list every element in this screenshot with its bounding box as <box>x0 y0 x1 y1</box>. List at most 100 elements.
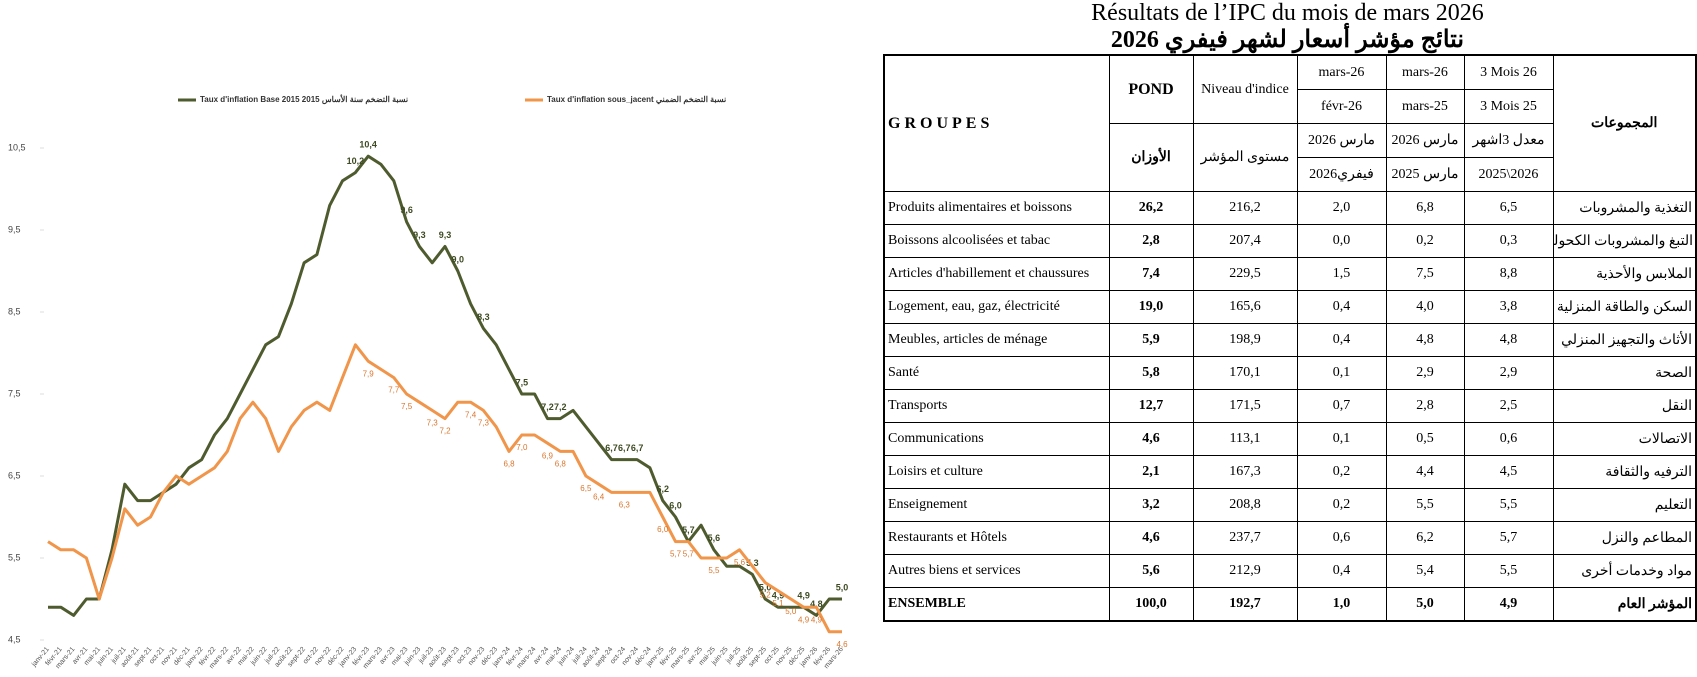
table-value: 5,0 <box>1385 587 1465 622</box>
header-period: 3 Mois 25 <box>1463 89 1554 124</box>
data-label: 4,9 <box>772 591 785 601</box>
series-line <box>48 154 842 617</box>
data-label: 6,5 <box>580 484 592 493</box>
group-name-ar: التعليم <box>1552 488 1697 522</box>
table-value: 229,5 <box>1192 257 1298 291</box>
header-period-ar: مارس 2026 <box>1385 123 1465 158</box>
chart: 4,55,56,57,58,59,510,5janv-21févr-21mars… <box>8 93 849 670</box>
data-label: 7,5 <box>516 377 529 387</box>
data-label: 7,0 <box>516 443 528 452</box>
group-name-ar: الصحة <box>1552 356 1697 390</box>
table-value: 0,1 <box>1296 356 1387 390</box>
table-value: 2,1 <box>1108 455 1194 489</box>
table-value: 0,4 <box>1296 554 1387 588</box>
table-value: 4,8 <box>1463 323 1554 357</box>
table-value: 1,0 <box>1296 587 1387 622</box>
header-period: 3 Mois 26 <box>1463 54 1554 90</box>
group-name: Loisirs et culture <box>883 455 1110 489</box>
data-label: 4,9 <box>798 615 810 624</box>
group-name-ar: السكن والطاقة المنزلية <box>1552 290 1697 324</box>
table-value: 207,4 <box>1192 224 1298 258</box>
table-value: 5,7 <box>1463 521 1554 555</box>
y-tick-label: 10,5 <box>8 142 26 152</box>
table-value: 3,8 <box>1463 290 1554 324</box>
group-name: Santé <box>883 356 1110 390</box>
table-panel: Résultats de l’IPC du mois de mars 2026 … <box>880 0 1697 622</box>
group-name-ar: النقل <box>1552 389 1697 423</box>
table-value: 2,9 <box>1463 356 1554 390</box>
table-value: 2,8 <box>1108 224 1194 258</box>
data-label: 5,6 <box>708 533 721 543</box>
series-line <box>47 343 842 634</box>
table-value: 4,5 <box>1463 455 1554 489</box>
data-label: 7,7 <box>388 386 400 395</box>
group-name: Autres biens et services <box>883 554 1110 588</box>
table-value: 19,0 <box>1108 290 1194 324</box>
table-row: Meubles, articles de ménage 5,9 198,9 0,4 4,… <box>883 323 1697 357</box>
table-value: 2,0 <box>1296 191 1387 225</box>
table-row: GROUPES POND Niveau d'indice mars-26 mars-26… <box>883 54 1697 192</box>
table-row: الأوزان مستوى المؤشر مارس 2026 مارس 2026 معد… <box>884 123 1696 192</box>
data-label: 4,6 <box>836 640 848 649</box>
data-label: 9,6 <box>400 205 413 215</box>
table-value: 4,6 <box>1108 422 1194 456</box>
group-name-ar: الترفيه والثقافة <box>1552 455 1697 489</box>
table-value: 212,9 <box>1192 554 1298 588</box>
data-label: 6,0 <box>657 525 669 534</box>
data-label: 5,7 <box>670 550 682 559</box>
table-value: 0,0 <box>1296 224 1387 258</box>
y-tick-label: 7,5 <box>8 388 21 398</box>
data-label: 5,3 <box>746 558 759 568</box>
table-value: 0,4 <box>1296 323 1387 357</box>
table-value: 170,1 <box>1192 356 1298 390</box>
table-value: 113,1 <box>1192 422 1298 456</box>
table-value: 1,5 <box>1296 257 1387 291</box>
data-label: 6,7 <box>631 443 644 453</box>
table-value: 5,5 <box>1463 488 1554 522</box>
header-period-ar: فيفري2026 <box>1296 157 1387 192</box>
data-label: 5,2 <box>760 591 772 600</box>
data-label: 7,5 <box>401 402 413 411</box>
table-row: Logement, eau, gaz, électricité 19,0 165,6… <box>883 290 1697 324</box>
data-label: 5,0 <box>759 582 772 592</box>
data-label: 5,0 <box>836 582 849 592</box>
cpi-table: GROUPES POND Niveau d'indice mars-26 mars-26… <box>883 54 1697 622</box>
group-name: ENSEMBLE <box>883 587 1110 622</box>
y-tick-label: 5,5 <box>8 552 21 562</box>
table-row: Communications 4,6 113,1 0,1 0,5 0,6 الاتصالات <box>883 422 1697 456</box>
table-value: 6,8 <box>1385 191 1465 225</box>
data-label: 6,8 <box>503 460 515 469</box>
legend-label: Taux d'inflation sous_jacent نسبة التضخم… <box>547 95 726 105</box>
header-weight-ar: الأوزان <box>1108 123 1194 192</box>
table-value: 4,9 <box>1463 587 1554 622</box>
table-row: Santé 5,8 170,1 0,1 2,9 2,9 الصحة <box>883 356 1697 390</box>
header-period-ar: مارس 2026 <box>1296 123 1387 158</box>
table-value: 4,0 <box>1385 290 1465 324</box>
data-label: 5,7 <box>682 525 695 535</box>
table-subtitle: نتائج مؤشر أسعار لشهر فيفري 2026 <box>1110 27 1465 53</box>
table-value: 192,7 <box>1192 587 1298 622</box>
data-label: 5,1 <box>772 599 784 608</box>
table-value: 0,7 <box>1296 389 1387 423</box>
data-label: 5,7 <box>683 550 695 559</box>
header-period-ar: مارس 2025 <box>1385 157 1465 192</box>
group-name-ar: المؤشر العام <box>1552 587 1697 622</box>
group-name: Articles d'habillement et chaussures <box>883 257 1110 291</box>
table-value: 4,4 <box>1385 455 1465 489</box>
table-row: Produits alimentaires et boissons 26,2 216… <box>883 191 1697 225</box>
data-label: 6,2 <box>656 484 669 494</box>
header-index: Niveau d'indice <box>1192 54 1298 124</box>
table-value: 5,5 <box>1463 554 1554 588</box>
group-name: Boissons alcoolisées et tabac <box>883 224 1110 258</box>
data-label: 10,2 <box>347 156 365 166</box>
header-period: mars-25 <box>1385 89 1465 124</box>
data-label: 6,7 <box>605 443 618 453</box>
header-period-ar: 2025\2026 <box>1463 157 1554 192</box>
table-row: Restaurants et Hôtels 4,6 237,7 0,6 6,2 5,7 ال… <box>883 521 1697 555</box>
data-label: 7,2 <box>554 402 567 412</box>
data-label: 5,5 <box>708 566 720 575</box>
data-label: 5,0 <box>785 607 797 616</box>
data-label: 6,4 <box>593 492 605 501</box>
table-value: 198,9 <box>1192 323 1298 357</box>
